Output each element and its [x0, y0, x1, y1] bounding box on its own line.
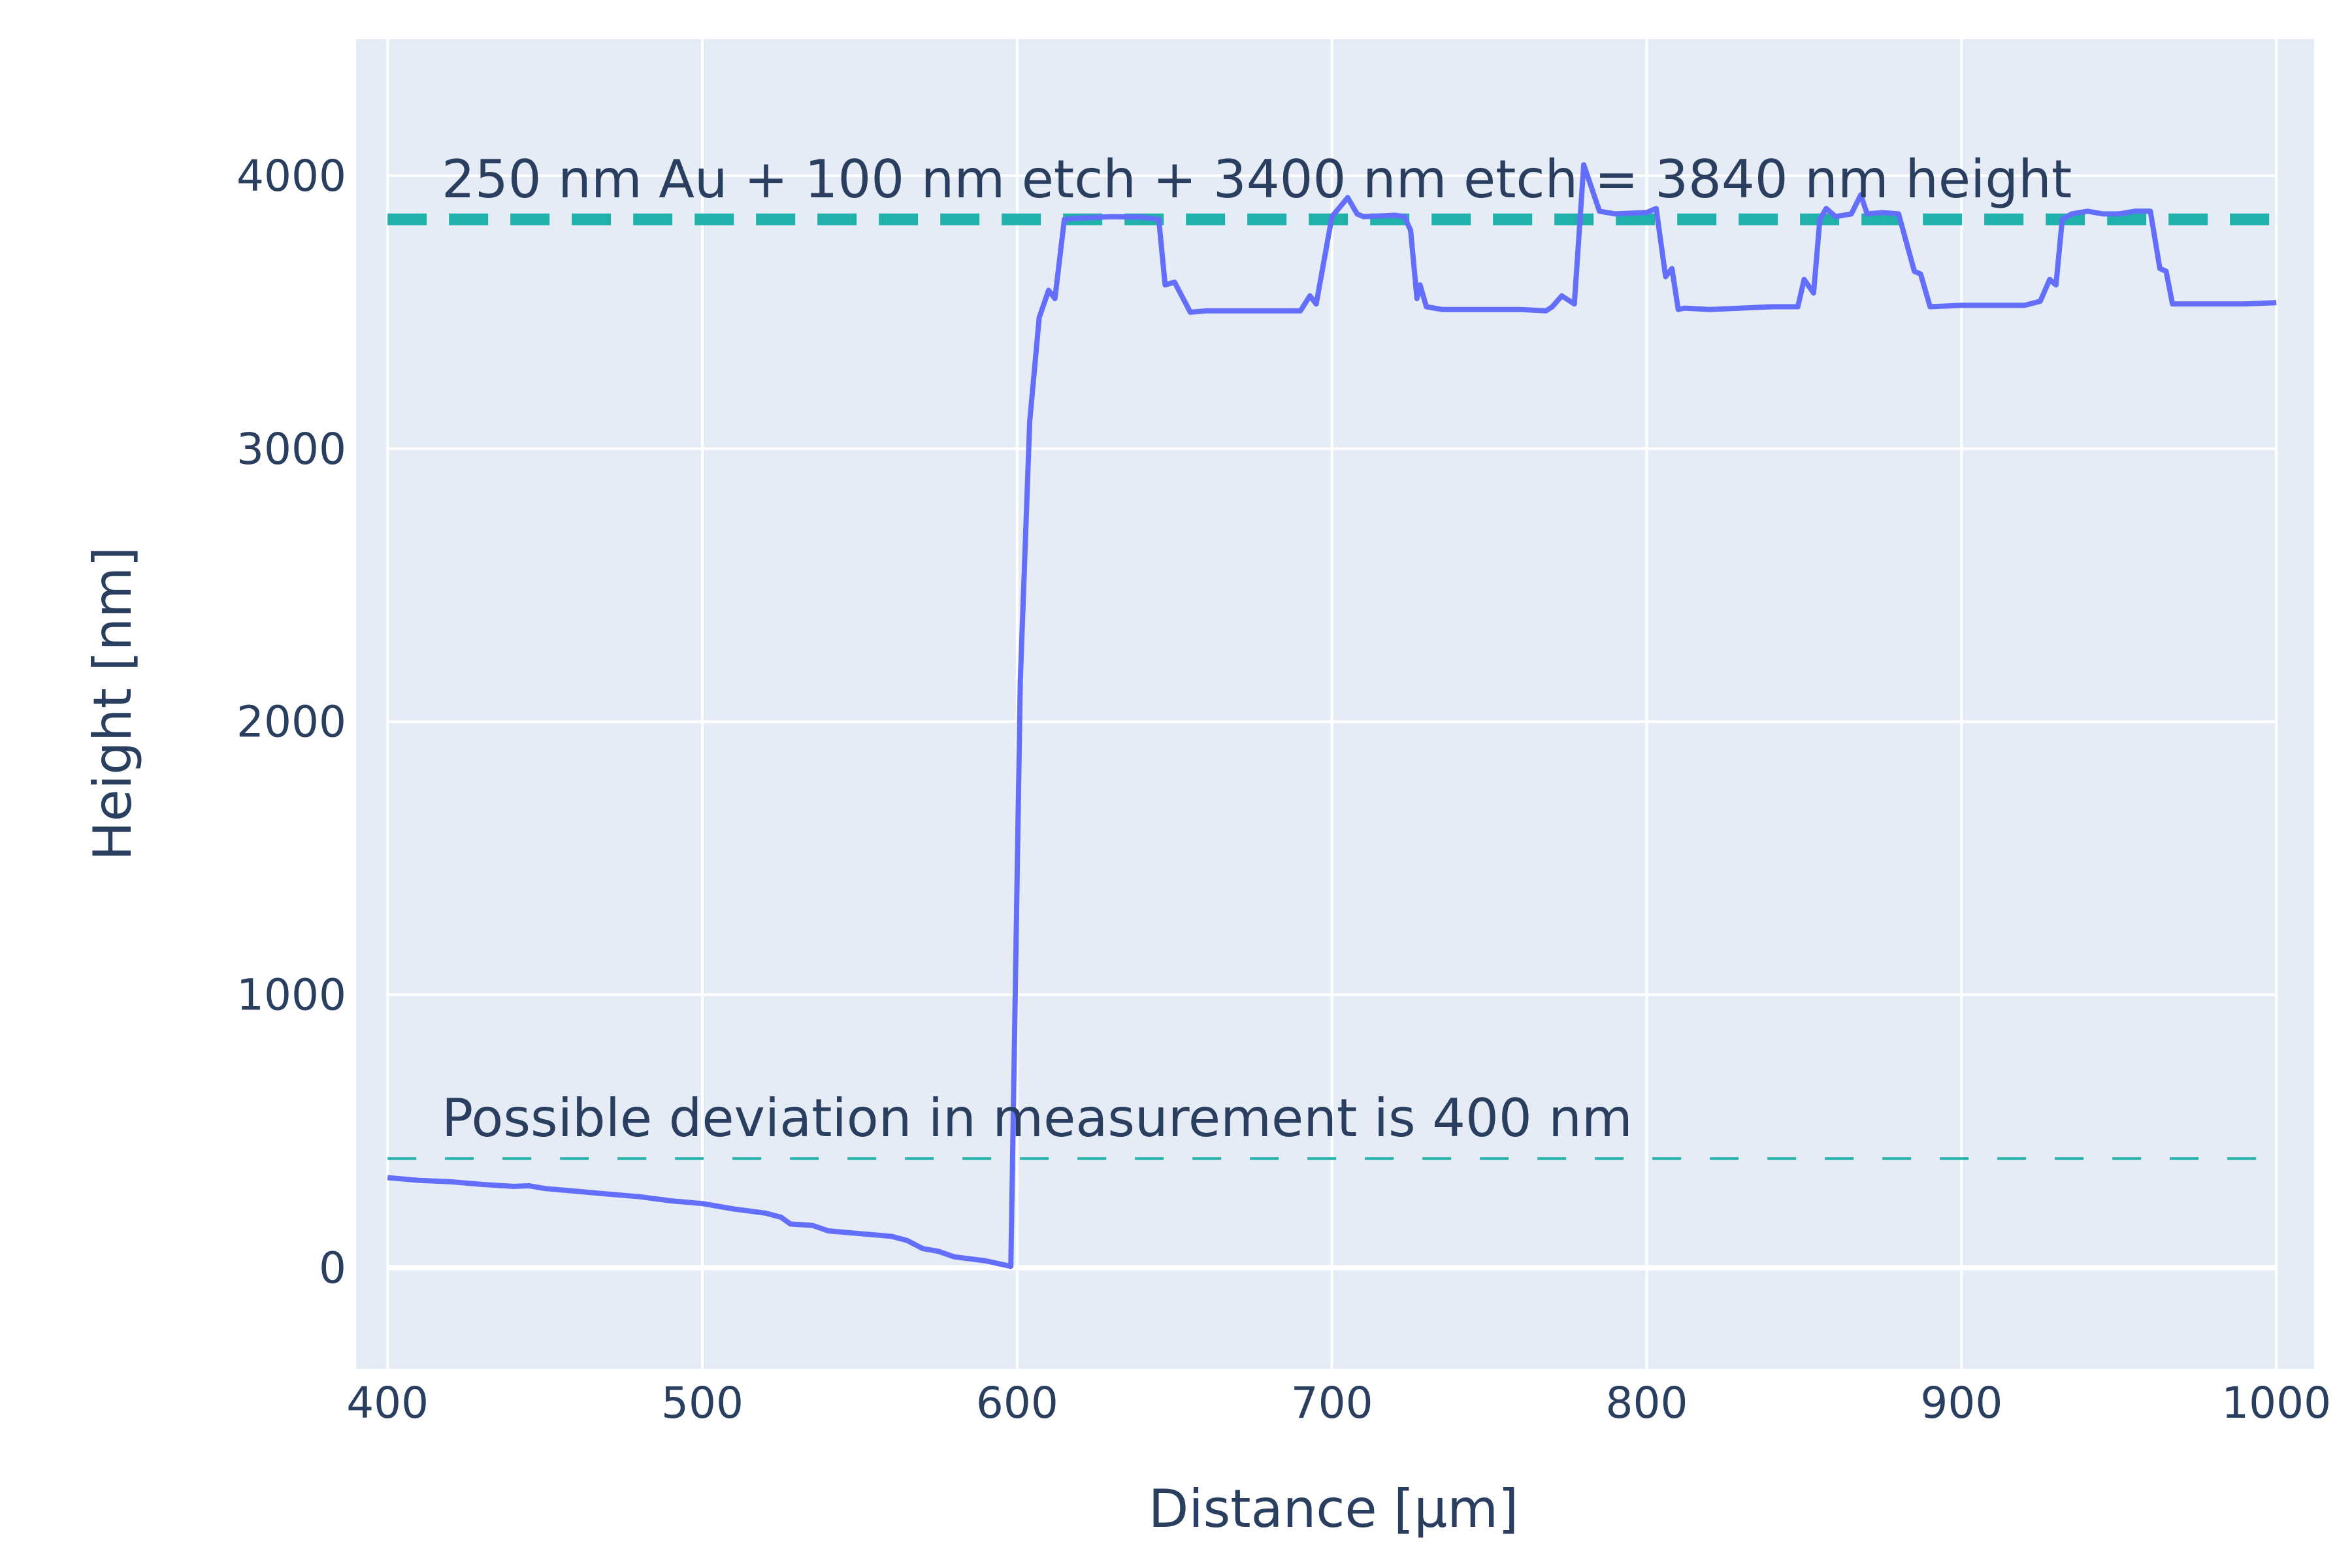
x-axis-title: Distance [μm]	[1149, 1478, 1518, 1539]
y-axis-title: Height [nm]	[82, 547, 143, 861]
y-tick-label: 2000	[237, 697, 346, 747]
y-tick-label: 0	[319, 1243, 346, 1293]
annotations: 250 nm Au + 100 nm etch + 3400 nm etch =…	[442, 149, 2072, 1149]
y-tick-label: 1000	[237, 970, 346, 1021]
series-line-1	[387, 162, 2277, 1269]
x-tick-label: 700	[1291, 1378, 1373, 1428]
x-tick-label: 900	[1920, 1378, 2002, 1428]
x-tick-label: 800	[1606, 1378, 1688, 1428]
y-tick-label: 4000	[237, 151, 346, 201]
tick-labels: 400 500 600 700 800 900 1000 0 1000 2000 3000 4000	[237, 151, 2331, 1428]
plot-background	[356, 39, 2314, 1369]
reference-line-label-1: 250 nm Au + 100 nm etch + 3400 nm etch =…	[442, 149, 2072, 210]
reference-line-label-2: Possible deviation in measurement is 400…	[442, 1088, 1633, 1149]
x-tick-label: 1000	[2221, 1378, 2331, 1428]
y-tick-label: 3000	[237, 424, 346, 474]
series-group	[387, 162, 2277, 1269]
grid	[386, 39, 2278, 1369]
x-tick-label: 400	[346, 1378, 429, 1428]
x-tick-label: 500	[661, 1378, 743, 1428]
x-tick-label: 600	[976, 1378, 1058, 1428]
